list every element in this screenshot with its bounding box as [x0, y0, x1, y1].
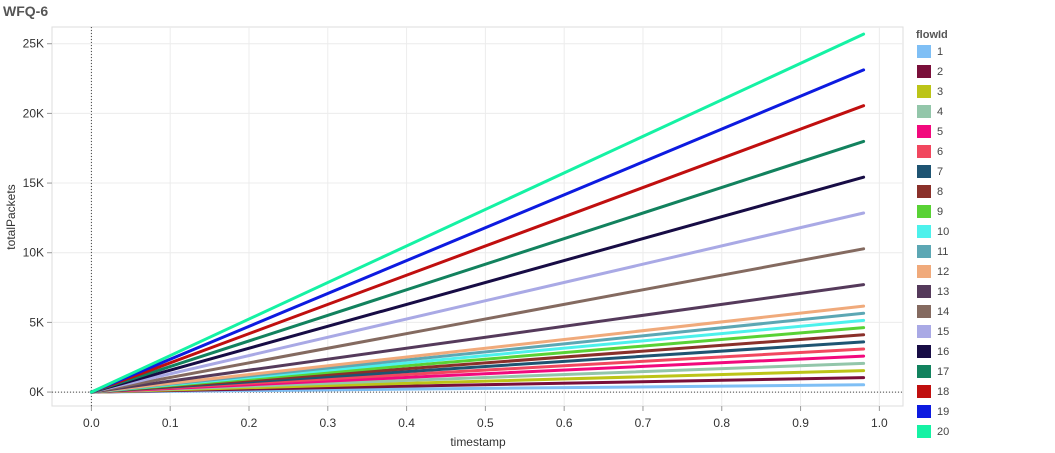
legend-label-7: 7 — [937, 166, 943, 178]
legend-swatch-7 — [917, 165, 931, 178]
legend-label-5: 5 — [937, 126, 943, 138]
legend-label-6: 6 — [937, 146, 943, 158]
legend-swatch-5 — [917, 125, 931, 138]
x-tick-label: 0.5 — [477, 416, 494, 430]
legend-swatch-4 — [917, 105, 931, 118]
legend-swatch-19 — [917, 405, 931, 418]
series-line-flow-12 — [89, 304, 866, 394]
legend-swatch-13 — [917, 285, 931, 298]
series-lines — [89, 32, 866, 394]
legend-title: flowId — [916, 29, 948, 41]
x-axis: 0.0 0.1 0.2 0.3 0.4 0.5 0.6 0.7 0.8 0.9 1.0 — [83, 406, 888, 430]
x-tick-label: 0.6 — [556, 416, 573, 430]
x-tick-label: 0.3 — [319, 416, 336, 430]
legend-swatch-17 — [917, 365, 931, 378]
legend-swatch-1 — [917, 45, 931, 58]
series-line-flow-17 — [89, 139, 866, 394]
series-line-flow-14 — [89, 247, 866, 394]
x-tick-label: 0.4 — [398, 416, 415, 430]
legend-swatch-11 — [917, 245, 931, 258]
legend-swatch-8 — [917, 185, 931, 198]
legend-label-12: 12 — [937, 266, 949, 278]
legend-swatch-2 — [917, 65, 931, 78]
x-axis-title: timestamp — [450, 435, 506, 449]
series-line-flow-13 — [89, 283, 866, 394]
legend-swatch-14 — [917, 305, 931, 318]
legend-swatch-18 — [917, 385, 931, 398]
legend-swatch-20 — [917, 425, 931, 438]
y-tick-label: 0K — [29, 385, 44, 399]
legend-label-9: 9 — [937, 206, 943, 218]
y-tick-label: 20K — [23, 106, 44, 120]
x-tick-label: 1.0 — [871, 416, 888, 430]
legend-label-19: 19 — [937, 406, 949, 418]
legend-label-20: 20 — [937, 426, 949, 438]
y-tick-label: 15K — [23, 176, 44, 190]
legend-swatch-15 — [917, 325, 931, 338]
legend-swatch-10 — [917, 225, 931, 238]
legend-swatch-6 — [917, 145, 931, 158]
y-tick-label: 5K — [29, 315, 44, 329]
legend-label-2: 2 — [937, 66, 943, 78]
y-axis: 0K 5K 10K 15K 20K 25K — [23, 37, 52, 399]
legend-label-17: 17 — [937, 366, 949, 378]
legend-label-18: 18 — [937, 386, 949, 398]
legend-swatch-12 — [917, 265, 931, 278]
x-tick-label: 0.8 — [713, 416, 730, 430]
legend-swatch-9 — [917, 205, 931, 218]
legend-label-1: 1 — [937, 46, 943, 58]
legend-swatch-16 — [917, 345, 931, 358]
series-line-flow-19 — [89, 68, 866, 394]
legend-label-15: 15 — [937, 326, 949, 338]
legend-label-3: 3 — [937, 86, 943, 98]
legend-label-13: 13 — [937, 286, 949, 298]
legend-label-16: 16 — [937, 346, 949, 358]
x-tick-label: 0.7 — [635, 416, 652, 430]
series-line-flow-18 — [89, 104, 866, 394]
series-line-flow-20 — [89, 32, 866, 394]
series-line-flow-15 — [89, 211, 866, 394]
y-tick-label: 25K — [23, 37, 44, 51]
series-line-flow-16 — [89, 175, 866, 394]
x-tick-label: 0.1 — [162, 416, 179, 430]
legend-label-4: 4 — [937, 106, 943, 118]
legend-label-11: 11 — [937, 246, 948, 258]
legend-label-14: 14 — [937, 306, 949, 318]
y-tick-label: 10K — [23, 246, 44, 260]
x-tick-label: 0.0 — [83, 416, 100, 430]
x-tick-label: 0.2 — [241, 416, 258, 430]
chart-title: WFQ-6 — [3, 3, 49, 19]
legend-label-10: 10 — [937, 226, 949, 238]
legend-label-8: 8 — [937, 186, 943, 198]
y-axis-title: totalPackets — [4, 184, 18, 249]
legend-swatch-3 — [917, 85, 931, 98]
x-tick-label: 0.9 — [792, 416, 809, 430]
